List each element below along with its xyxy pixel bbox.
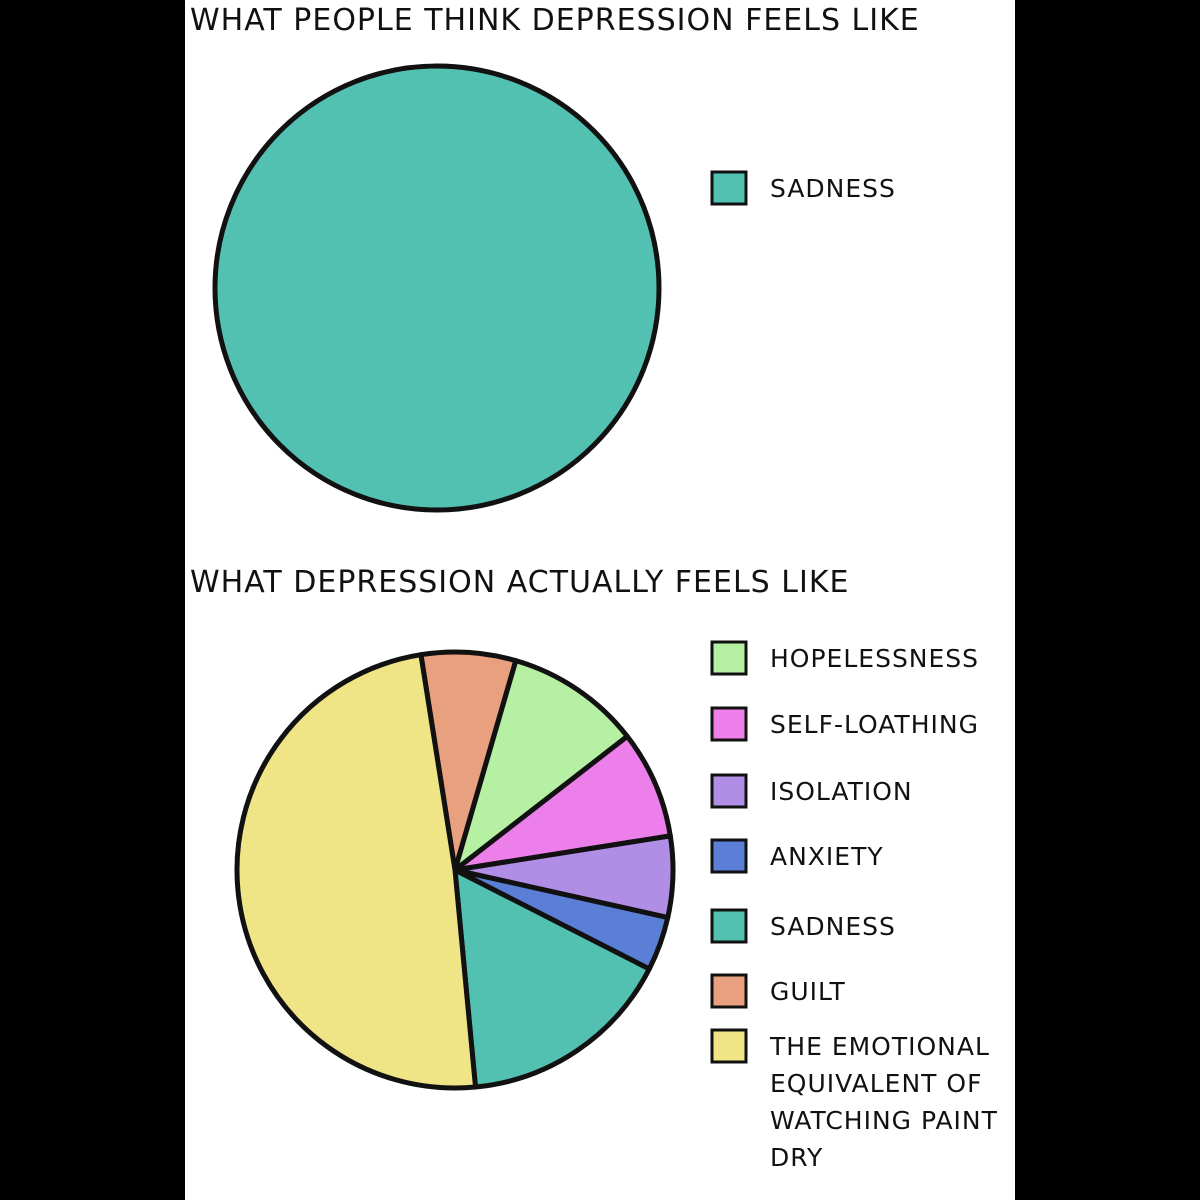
legend-label: SADNESS	[770, 174, 896, 203]
legend-label: ANXIETY	[770, 842, 884, 871]
legend-swatch	[710, 908, 748, 944]
pie-slice	[212, 63, 662, 513]
legend-swatch	[710, 170, 748, 206]
pie-slice	[234, 652, 479, 1091]
legend-swatch	[710, 773, 748, 809]
chart-title: WHAT PEOPLE THINK DEPRESSION FEELS LIKE	[190, 3, 920, 38]
legend-swatch	[710, 640, 748, 676]
legend-swatch	[710, 838, 748, 874]
legend-label: SELF-LOATHING	[770, 710, 979, 739]
legend-swatch	[710, 706, 748, 742]
legend-swatch	[710, 973, 748, 1009]
pie-slice	[452, 867, 652, 1090]
pie-slice	[452, 658, 630, 873]
legend-swatch	[710, 1028, 748, 1064]
legend-label: GUILT	[770, 977, 846, 1006]
chart-title: WHAT DEPRESSION ACTUALLY FEELS LIKE	[190, 565, 849, 600]
legend-label: THE EMOTIONAL EQUIVALENT OF WATCHING PAI…	[770, 1032, 998, 1172]
legend-label: HOPELESSNESS	[770, 644, 980, 673]
legend-label: SADNESS	[770, 912, 896, 941]
legend-label: ISOLATION	[770, 777, 913, 806]
